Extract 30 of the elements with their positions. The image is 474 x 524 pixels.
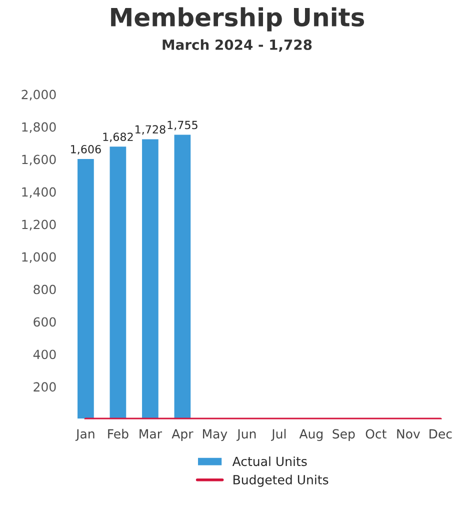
x-tick-label: Dec [430,429,452,439]
chart-subtitle: March 2024 - 1,728 [162,39,312,52]
y-tick-label: 200 [34,382,56,392]
x-tick-label: Jul [271,428,286,441]
x-tick-label: Mar [140,429,162,439]
y-tick-label: 400 [33,350,56,360]
y-tick-label: 600 [34,317,56,327]
x-tick-label: Nov [397,429,420,439]
data-label: 1,755 [168,120,198,130]
x-tick-label: May [203,429,228,442]
y-tick-label: 2,000 [22,90,56,101]
x-tick-label: Jan [75,429,94,441]
y-tick-label: 1,800 [22,122,56,134]
data-label: 1,606 [71,144,101,155]
y-tick-label: 1,600 [22,154,56,166]
y-tick-label: 1,400 [22,187,56,198]
y-tick-label: 1,200 [22,220,56,230]
legend-label: Actual Units [232,456,307,466]
x-tick-label: Jun [236,429,256,441]
chart-title: Membership Units [111,7,364,32]
x-tick-label: Aug [299,429,323,442]
x-tick-label: Feb [108,428,128,439]
x-tick-label: Apr [172,429,194,442]
data-label: 1,682 [103,132,133,142]
y-tick-label: 1,000 [22,252,56,263]
legend-label: Budgeted Units [234,474,328,487]
x-tick-label: Sep [332,429,355,442]
x-tick-label: Oct [366,429,386,439]
y-tick-label: 800 [34,284,56,294]
data-label: 1,728 [136,125,166,135]
